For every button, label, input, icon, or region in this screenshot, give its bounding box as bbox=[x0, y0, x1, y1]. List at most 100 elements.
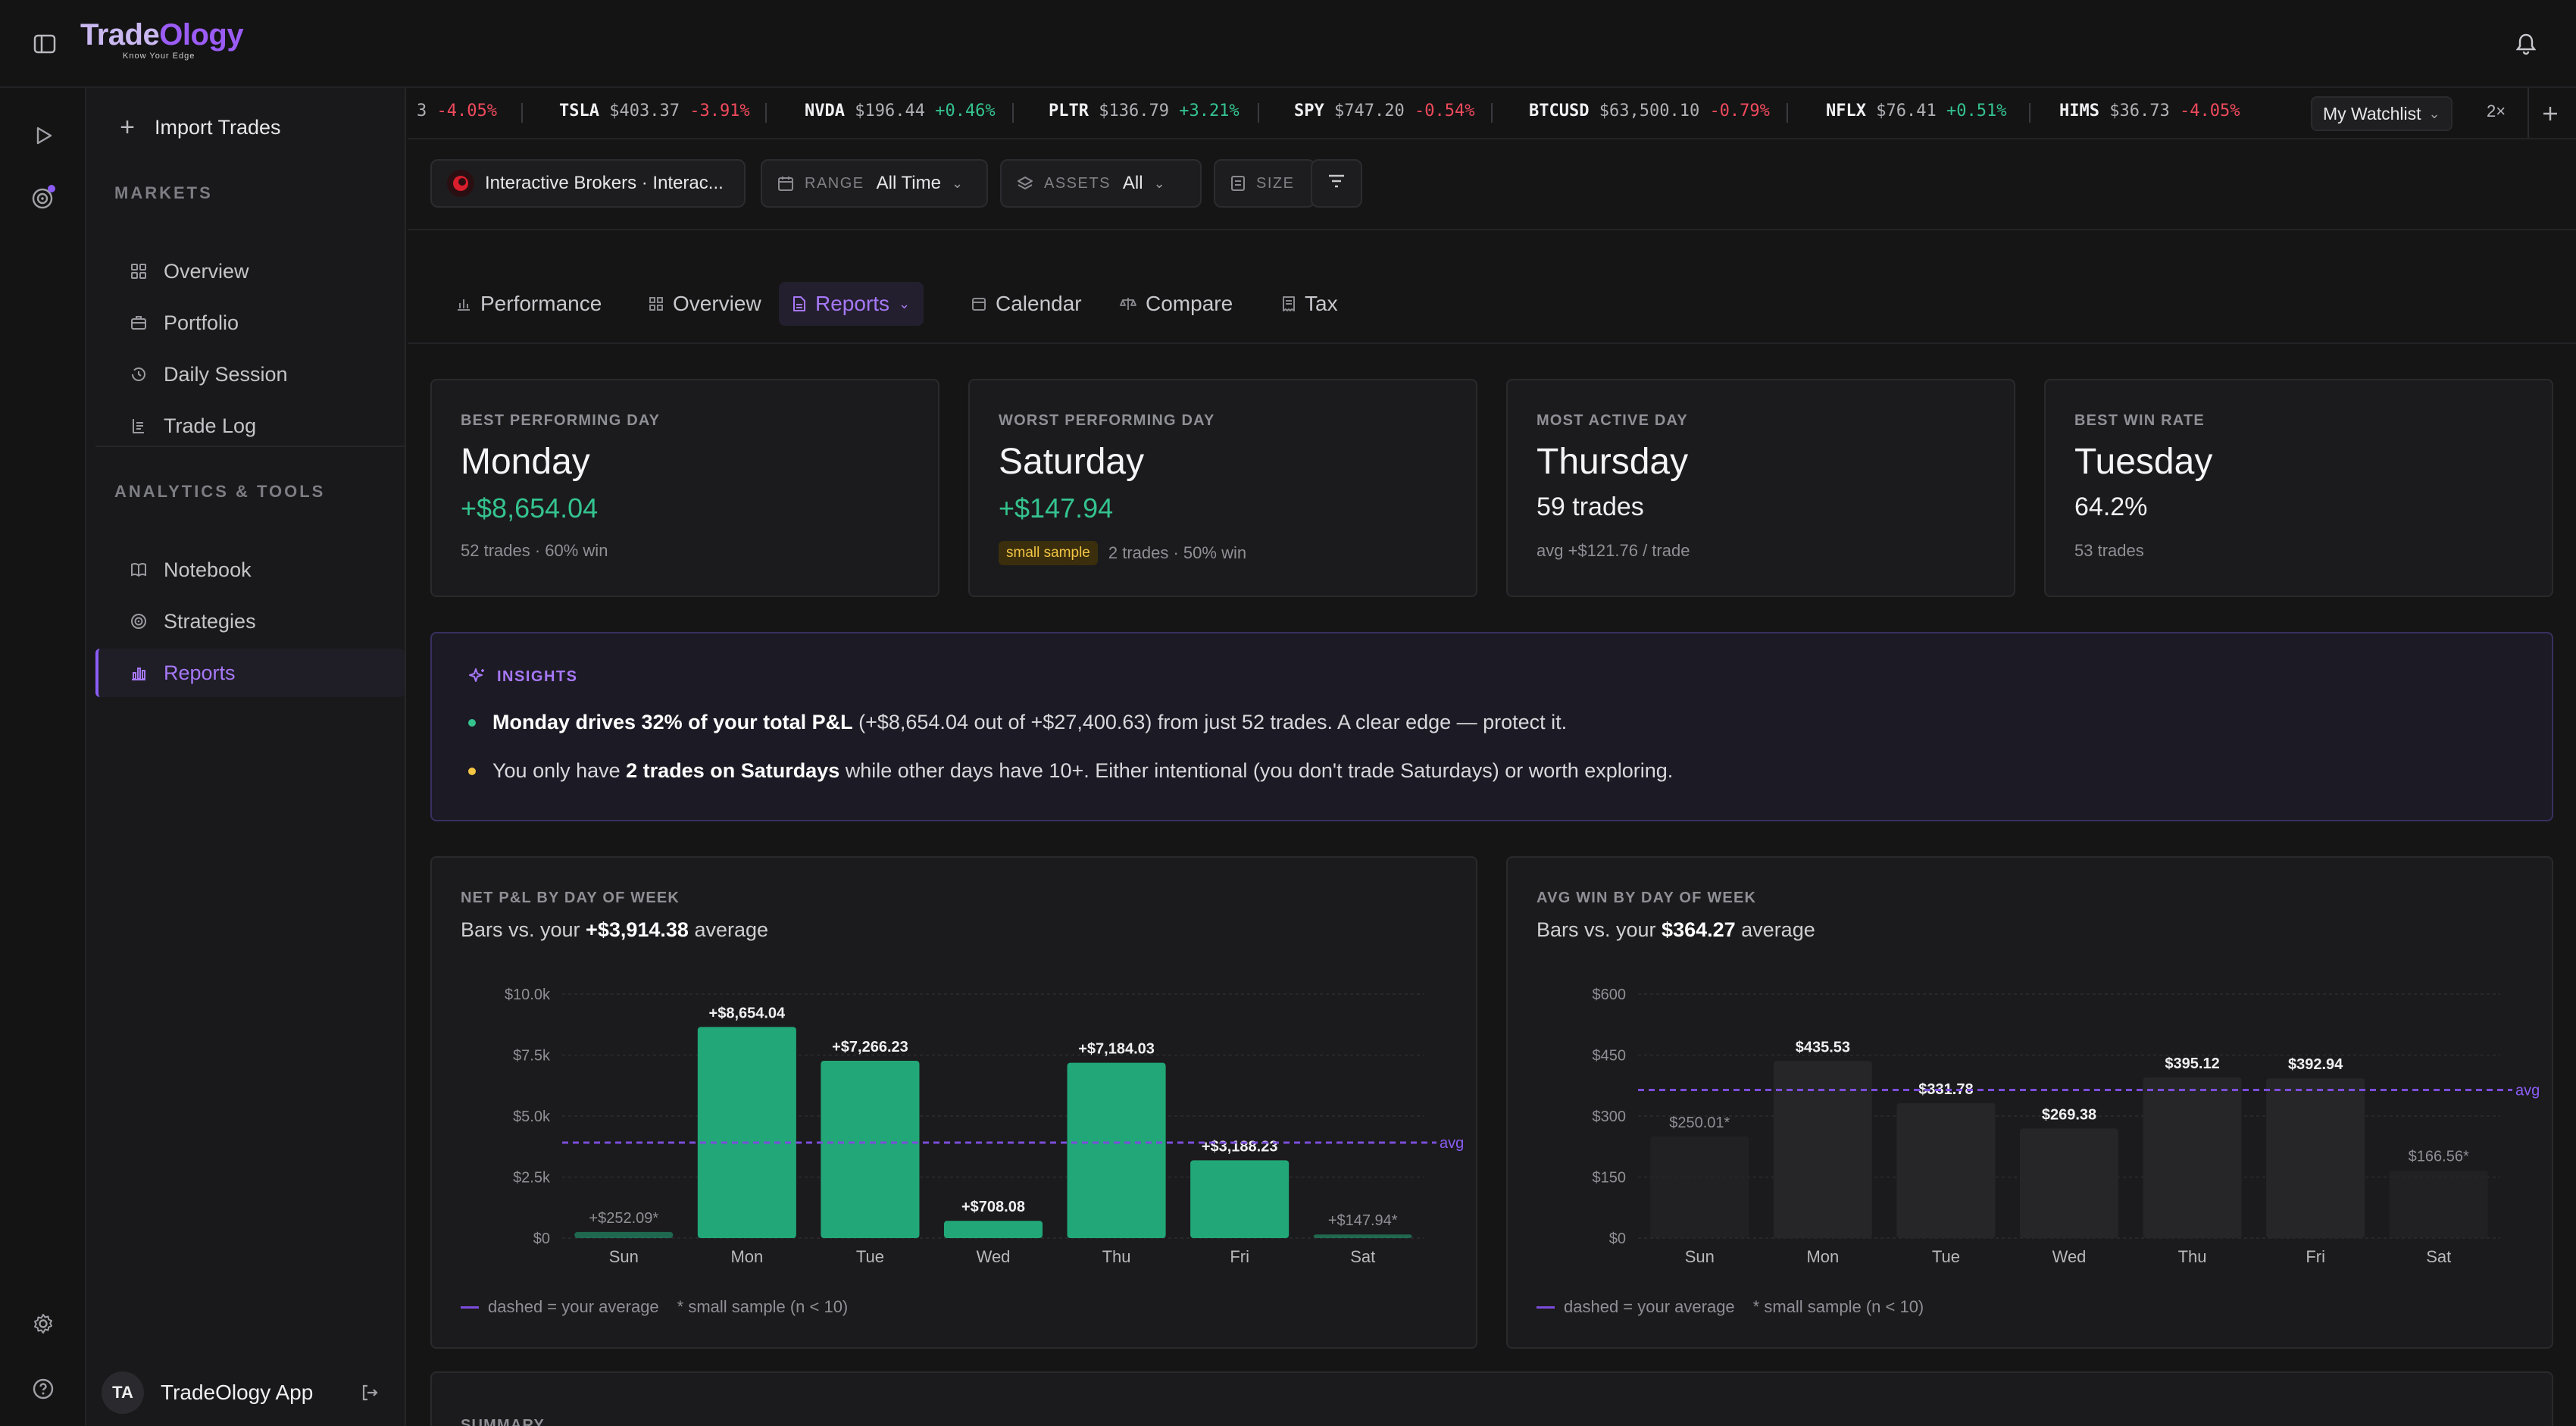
tab-compare[interactable]: Compare bbox=[1106, 282, 1246, 326]
x-category-label: Tue bbox=[1932, 1247, 1960, 1266]
ticker-item[interactable]: SPY $747.20 -0.54% bbox=[1294, 102, 1475, 120]
help-icon[interactable] bbox=[26, 1371, 61, 1406]
tab-reports[interactable]: Reports ⌄ bbox=[779, 282, 924, 326]
tab-tax[interactable]: Tax bbox=[1268, 282, 1352, 326]
bar-data-label: +$147.94* bbox=[1328, 1212, 1398, 1229]
filter-button[interactable] bbox=[1311, 159, 1362, 208]
bar bbox=[1067, 1062, 1166, 1238]
y-tick-label: $5.0k bbox=[513, 1109, 551, 1125]
average-line-label: avg bbox=[2515, 1083, 2540, 1099]
ticker-item[interactable]: BTCUSD $63,500.10 -0.79% bbox=[1529, 102, 1770, 120]
insight-bold: Monday drives 32% of your total P&L bbox=[492, 711, 853, 733]
play-icon[interactable] bbox=[26, 118, 61, 153]
account-selector[interactable]: Interactive Brokers · Interac... bbox=[430, 159, 746, 208]
stat-value: +$147.94 bbox=[999, 493, 1114, 524]
sidebar-toggle-icon[interactable] bbox=[29, 29, 61, 59]
assets-selector[interactable]: ASSETS All ⌄ bbox=[1000, 159, 1202, 208]
tab-performance[interactable]: Performance bbox=[442, 282, 615, 326]
subtitle-average: $364.27 bbox=[1662, 918, 1736, 941]
bar-chart-icon bbox=[456, 296, 471, 311]
stat-value: +$8,654.04 bbox=[461, 493, 599, 524]
chart-legend: dashed = your average * small sample (n … bbox=[461, 1297, 848, 1317]
stat-label: BEST WIN RATE bbox=[2074, 412, 2205, 429]
net-pnl-chart: $0 $2.5k $5.0k $7.5k $10.0k +$252.09* Sun +$8,6… bbox=[505, 987, 1464, 1266]
settings-gear-icon[interactable] bbox=[26, 1306, 61, 1341]
tab-calendar[interactable]: Calendar bbox=[958, 282, 1096, 326]
average-line-label: avg bbox=[1440, 1135, 1464, 1152]
x-category-label: Sun bbox=[609, 1247, 639, 1266]
calendar-icon bbox=[777, 175, 794, 192]
filter-icon bbox=[1327, 173, 1346, 195]
sidebar-item-label: Overview bbox=[164, 259, 249, 283]
x-category-label: Thu bbox=[2178, 1247, 2207, 1266]
logout-icon[interactable] bbox=[355, 1378, 385, 1408]
add-ticker-icon[interactable] bbox=[2535, 99, 2565, 129]
ticker-separator bbox=[1491, 103, 1493, 123]
stat-day: Saturday bbox=[999, 442, 1145, 482]
log-icon bbox=[129, 416, 148, 436]
ticker-item[interactable]: NVDA $196.44 +0.46% bbox=[805, 102, 996, 120]
sidebar-item-label: Reports bbox=[164, 661, 236, 684]
y-tick-label: $0 bbox=[1609, 1231, 1626, 1247]
watchlist-dropdown[interactable]: My Watchlist ⌄ bbox=[2311, 96, 2453, 131]
layers-icon bbox=[1017, 175, 1033, 192]
chevron-down-icon: ⌄ bbox=[2428, 105, 2440, 121]
bar-data-label: $435.53 bbox=[1796, 1039, 1850, 1055]
target-alert-icon[interactable] bbox=[26, 180, 61, 215]
briefcase-icon bbox=[129, 313, 148, 333]
insight-dot bbox=[468, 767, 476, 775]
subtitle-text: average bbox=[688, 918, 769, 941]
subtitle-text: Bars vs. your bbox=[1537, 918, 1662, 941]
calendar-icon bbox=[971, 296, 986, 311]
ticker-item[interactable]: 3 -4.05% bbox=[417, 102, 497, 120]
legend-small-sample-text: * small sample (n < 10) bbox=[677, 1297, 849, 1316]
size-selector[interactable]: SIZE bbox=[1214, 159, 1315, 208]
stat-card-worst-day: WORST PERFORMING DAY Saturday +$147.94 s… bbox=[968, 379, 1477, 597]
watchlist-label: My Watchlist bbox=[2323, 103, 2421, 124]
tab-label: Overview bbox=[673, 292, 761, 315]
subtitle-text: Bars vs. your bbox=[461, 918, 586, 941]
sidebar-item-label: Strategies bbox=[164, 609, 256, 633]
ticker-item[interactable]: HIMS $36.73 -4.05% bbox=[2059, 102, 2240, 120]
avg-win-chart: $0 $150 $300 $450 $600 $250.01* Sun $435.53 Mon $… bbox=[1593, 987, 2540, 1266]
ticker-speed-button[interactable]: 2× bbox=[2487, 102, 2506, 120]
stat-value: 64.2% bbox=[2074, 493, 2148, 521]
ticker-item[interactable]: PLTR $136.79 +3.21% bbox=[1049, 102, 1240, 120]
subtitle-text: average bbox=[1735, 918, 1815, 941]
tab-overview[interactable]: Overview bbox=[635, 282, 775, 326]
sidebar-item-notebook[interactable]: Notebook bbox=[95, 546, 405, 594]
book-icon bbox=[129, 560, 148, 580]
ticker-item[interactable]: NFLX $76.41 +0.51% bbox=[1826, 102, 2007, 120]
sidebar: + Import Trades MARKETS Overview Portfol… bbox=[86, 88, 406, 1426]
x-category-label: Mon bbox=[730, 1247, 763, 1266]
range-selector[interactable]: RANGE All Time ⌄ bbox=[761, 159, 988, 208]
sidebar-item-trade-log[interactable]: Trade Log bbox=[95, 402, 405, 450]
notifications-bell-icon[interactable] bbox=[2509, 27, 2543, 61]
bar-data-label: +$252.09* bbox=[589, 1210, 658, 1227]
analytics-heading: ANALYTICS & TOOLS bbox=[114, 482, 326, 501]
markets-heading: MARKETS bbox=[114, 183, 213, 202]
insights-title: INSIGHTS bbox=[497, 668, 578, 685]
stat-sub: 2 trades · 50% win bbox=[1108, 543, 1247, 562]
bar bbox=[1896, 1102, 1996, 1238]
ticker-item[interactable]: TSLA $403.37 -3.91% bbox=[559, 102, 750, 120]
user-profile[interactable]: TA TradeOlogy App bbox=[102, 1368, 397, 1417]
sidebar-item-portfolio[interactable]: Portfolio bbox=[95, 299, 405, 347]
document-icon bbox=[792, 296, 806, 312]
sidebar-item-daily-session[interactable]: Daily Session bbox=[95, 350, 405, 399]
import-trades-button[interactable]: + Import Trades bbox=[117, 105, 281, 150]
sidebar-item-overview[interactable]: Overview bbox=[95, 247, 405, 296]
stat-label: WORST PERFORMING DAY bbox=[999, 412, 1215, 429]
bar bbox=[821, 1061, 920, 1238]
sidebar-item-reports[interactable]: Reports bbox=[95, 649, 405, 697]
icon-rail bbox=[0, 88, 86, 1426]
sidebar-item-strategies[interactable]: Strategies bbox=[95, 597, 405, 646]
bar-data-label: $395.12 bbox=[2165, 1055, 2219, 1072]
stat-card-best-day: BEST PERFORMING DAY Monday +$8,654.04 52… bbox=[430, 379, 939, 597]
tab-label: Reports bbox=[815, 292, 890, 315]
size-label: SIZE bbox=[1256, 174, 1295, 192]
y-tick-label: $150 bbox=[1593, 1170, 1627, 1187]
y-tick-label: $0 bbox=[533, 1231, 550, 1247]
range-label: RANGE bbox=[805, 174, 864, 192]
app-logo[interactable]: TradeOlogy Know Your Edge bbox=[80, 18, 244, 67]
